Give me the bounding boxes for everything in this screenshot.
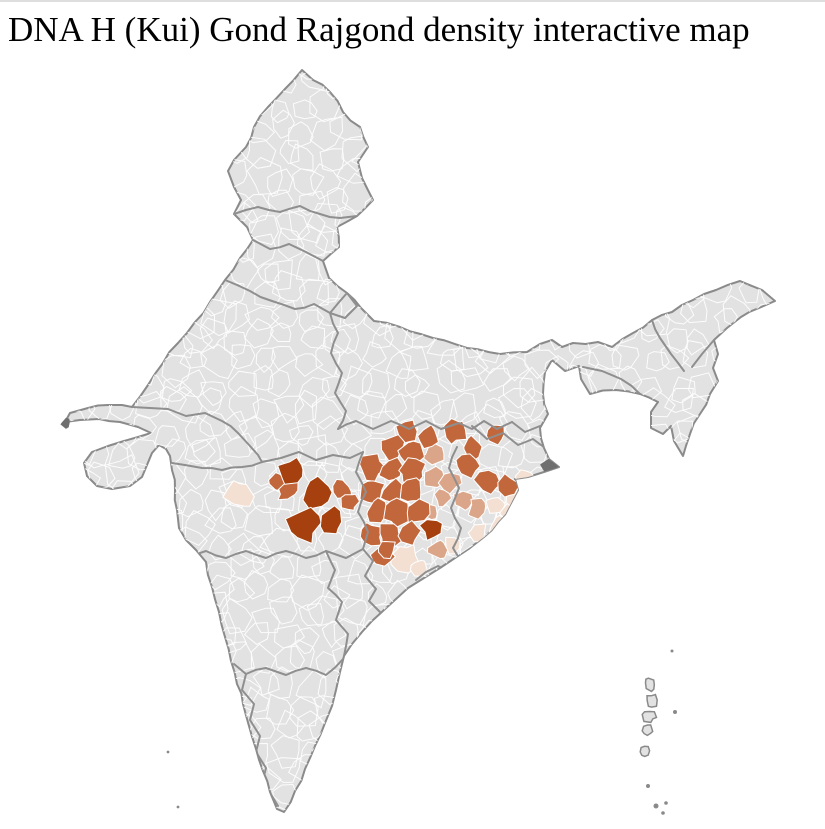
district-cell[interactable] [277, 457, 304, 485]
kutch-islet [60, 417, 70, 429]
district-cell[interactable] [366, 497, 389, 524]
district-cell[interactable] [222, 480, 255, 507]
district-cell[interactable] [417, 424, 439, 450]
district-cell[interactable] [473, 469, 502, 495]
sundarbans-delta [540, 457, 562, 494]
district-cell[interactable] [497, 473, 521, 498]
small-island [670, 649, 674, 653]
district-cell[interactable] [433, 488, 453, 508]
district-cell[interactable] [302, 475, 333, 510]
district-cell[interactable] [284, 506, 322, 544]
district-cell[interactable] [377, 541, 396, 560]
small-island [176, 805, 180, 809]
small-island [673, 710, 677, 714]
district-cell[interactable] [397, 520, 422, 546]
small-island [646, 784, 650, 788]
andaman-island [644, 677, 656, 693]
small-island [661, 811, 665, 815]
top-rule [0, 0, 825, 2]
district-cell[interactable] [383, 497, 411, 528]
district-cell[interactable] [319, 505, 343, 535]
district-cell[interactable] [340, 493, 360, 511]
district-cell[interactable] [467, 497, 487, 520]
district-cell[interactable] [397, 440, 425, 466]
district-cell[interactable] [378, 456, 403, 482]
small-island [166, 750, 170, 754]
district-cell[interactable] [380, 434, 406, 462]
andaman-island [641, 724, 654, 737]
district-cell[interactable] [427, 539, 449, 560]
district-cell[interactable] [527, 481, 545, 496]
islands-group [60, 417, 677, 815]
district-cell[interactable] [437, 472, 463, 495]
district-cell[interactable] [455, 453, 481, 479]
district-cell[interactable] [359, 453, 388, 482]
small-island [664, 801, 668, 805]
andaman-island [646, 693, 658, 708]
district-cell[interactable] [517, 486, 538, 506]
andaman-island [639, 745, 651, 758]
page-title: DNA H (Kui) Gond Rajgond density interac… [8, 10, 750, 49]
andaman-island [641, 710, 658, 724]
district-cell[interactable] [418, 519, 443, 541]
district-cell[interactable] [406, 498, 431, 523]
small-island [653, 803, 659, 809]
district-cell[interactable] [485, 497, 506, 514]
